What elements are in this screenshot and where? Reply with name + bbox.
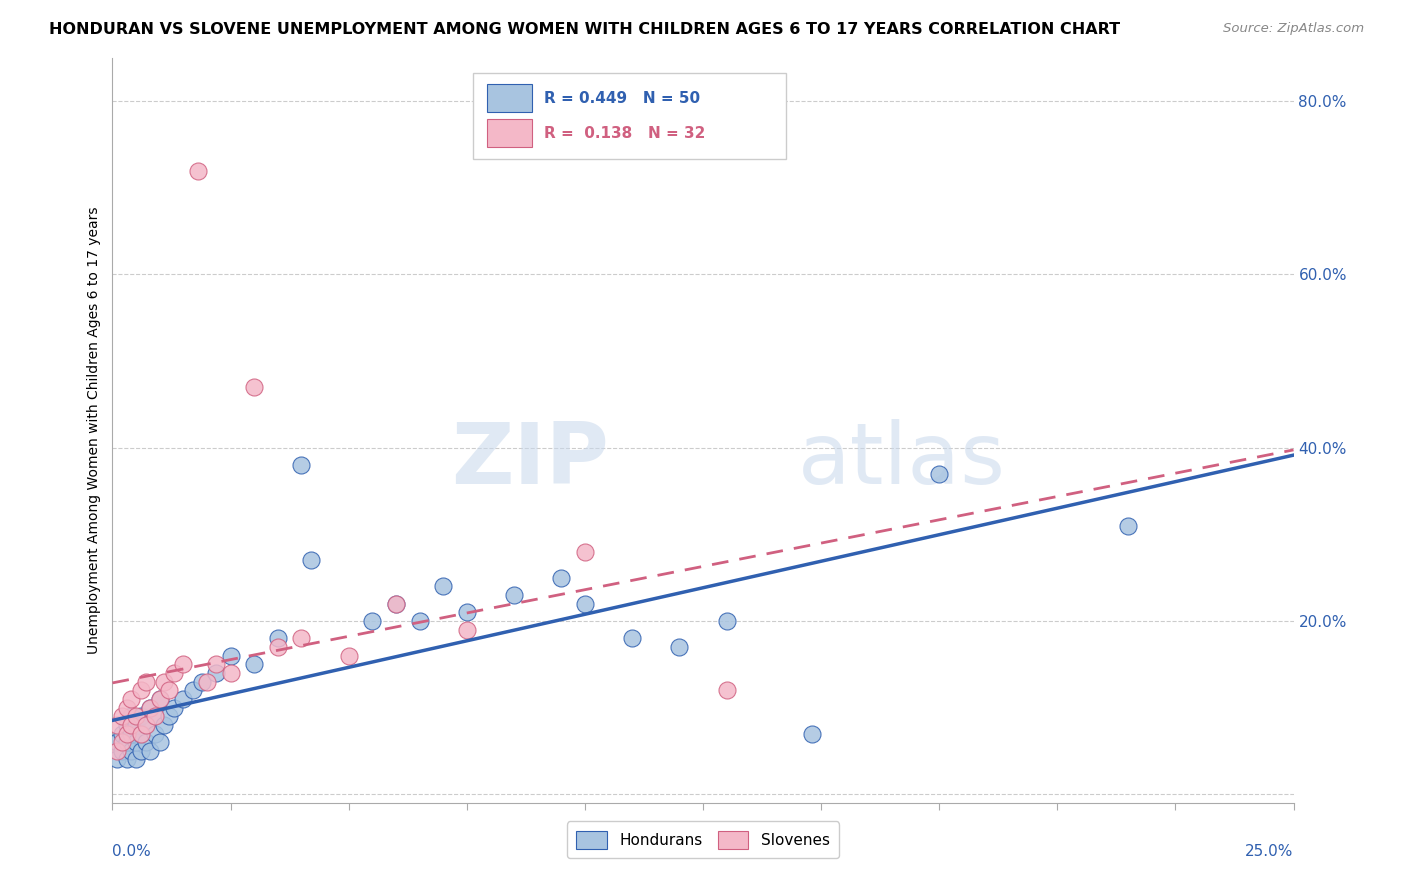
Point: [1116, 518, 1139, 533]
Point: [111, 709, 134, 723]
Point: [172, 691, 194, 706]
Point: [157, 709, 180, 723]
Point: [125, 735, 148, 749]
Text: 0.0%: 0.0%: [112, 844, 152, 859]
Point: [219, 665, 242, 680]
FancyBboxPatch shape: [472, 73, 786, 159]
Point: [105, 735, 128, 749]
Point: [385, 597, 408, 611]
Point: [290, 458, 312, 472]
Point: [337, 648, 360, 663]
Point: [115, 700, 138, 714]
Text: R = 0.449   N = 50: R = 0.449 N = 50: [544, 91, 700, 105]
Bar: [486, 84, 531, 112]
Point: [153, 718, 176, 732]
Point: [928, 467, 950, 481]
Point: [267, 640, 290, 654]
Point: [716, 614, 738, 628]
Point: [115, 735, 138, 749]
Point: [205, 665, 228, 680]
Point: [129, 744, 152, 758]
Point: [120, 709, 142, 723]
Point: [115, 752, 138, 766]
Point: [115, 726, 138, 740]
Point: [125, 752, 148, 766]
Point: [503, 588, 526, 602]
Point: [129, 726, 152, 740]
Point: [115, 718, 138, 732]
Point: [135, 735, 157, 749]
Point: [385, 597, 408, 611]
Point: [299, 553, 322, 567]
Bar: [486, 119, 531, 147]
Y-axis label: Unemployment Among Women with Children Ages 6 to 17 years: Unemployment Among Women with Children A…: [87, 207, 101, 654]
Point: [432, 579, 454, 593]
Point: [574, 544, 596, 558]
Text: atlas: atlas: [797, 418, 1005, 501]
Point: [800, 726, 823, 740]
Point: [550, 571, 572, 585]
Text: 25.0%: 25.0%: [1246, 844, 1294, 859]
Point: [195, 674, 218, 689]
Point: [191, 674, 214, 689]
Point: [243, 657, 266, 672]
Point: [111, 735, 134, 749]
Point: [181, 683, 204, 698]
Point: [135, 674, 157, 689]
Point: [149, 691, 172, 706]
Point: [139, 700, 162, 714]
Text: Source: ZipAtlas.com: Source: ZipAtlas.com: [1223, 22, 1364, 36]
Point: [111, 726, 134, 740]
Point: [149, 691, 172, 706]
Point: [456, 623, 478, 637]
Point: [172, 657, 194, 672]
Point: [120, 744, 142, 758]
Point: [120, 691, 142, 706]
Legend: Hondurans, Slovenes: Hondurans, Slovenes: [567, 822, 839, 858]
Point: [120, 718, 142, 732]
Point: [129, 726, 152, 740]
Point: [219, 648, 242, 663]
Point: [163, 665, 186, 680]
Point: [129, 683, 152, 698]
Point: [139, 744, 162, 758]
Point: [149, 735, 172, 749]
Text: ZIP: ZIP: [451, 418, 609, 501]
Point: [135, 718, 157, 732]
Point: [290, 632, 312, 646]
Point: [125, 709, 148, 723]
Point: [205, 657, 228, 672]
Point: [716, 683, 738, 698]
Point: [243, 380, 266, 394]
Point: [129, 709, 152, 723]
Point: [361, 614, 384, 628]
Point: [163, 700, 186, 714]
Point: [186, 163, 208, 178]
Point: [143, 709, 166, 723]
Point: [668, 640, 690, 654]
Point: [621, 632, 644, 646]
Point: [143, 726, 166, 740]
Point: [111, 744, 134, 758]
Point: [143, 709, 166, 723]
Point: [157, 683, 180, 698]
Point: [139, 700, 162, 714]
Point: [574, 597, 596, 611]
Point: [105, 752, 128, 766]
Point: [456, 605, 478, 619]
Text: HONDURAN VS SLOVENE UNEMPLOYMENT AMONG WOMEN WITH CHILDREN AGES 6 TO 17 YEARS CO: HONDURAN VS SLOVENE UNEMPLOYMENT AMONG W…: [49, 22, 1121, 37]
Point: [125, 718, 148, 732]
Point: [105, 744, 128, 758]
Point: [120, 726, 142, 740]
Point: [153, 674, 176, 689]
Point: [135, 718, 157, 732]
Point: [105, 718, 128, 732]
Text: R =  0.138   N = 32: R = 0.138 N = 32: [544, 126, 704, 141]
Point: [408, 614, 430, 628]
Point: [267, 632, 290, 646]
